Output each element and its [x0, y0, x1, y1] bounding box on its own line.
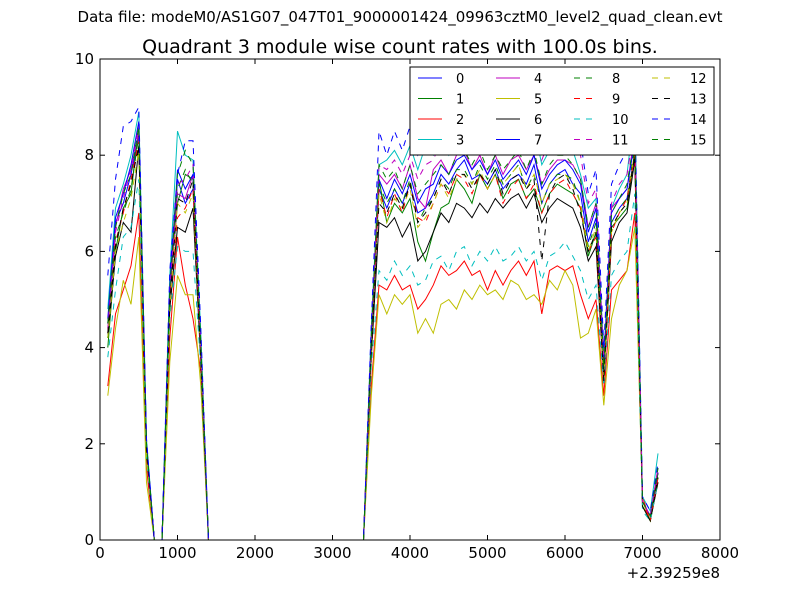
legend-label-0: 0 — [456, 72, 464, 87]
x-tick-label: 4000 — [391, 544, 429, 562]
legend-box — [409, 66, 715, 156]
x-tick-label: 7000 — [623, 544, 661, 562]
series-line-13 — [107, 145, 659, 541]
x-tick-label: 6000 — [546, 544, 584, 562]
y-tick-label: 6 — [84, 242, 94, 260]
axis-layer: 0 1000 2000 3000 4000 5000 6000 7000 80000246810… — [75, 50, 739, 582]
series-line-5 — [107, 227, 659, 541]
series-line-2 — [107, 212, 659, 541]
x-tick-label: 1000 — [158, 544, 196, 562]
legend-label-6: 6 — [534, 113, 542, 128]
figure-suptitle: Data file: modeM0/AS1G07_047T01_90000014… — [77, 8, 723, 26]
x-tick-label: 5000 — [468, 544, 506, 562]
y-tick-label: 10 — [75, 50, 94, 68]
legend-label-3: 3 — [456, 134, 464, 149]
series-line-14 — [107, 101, 659, 541]
y-tick-label: 8 — [84, 146, 94, 164]
legend-label-10: 10 — [612, 113, 629, 128]
legend-label-8: 8 — [612, 72, 620, 87]
series-line-15 — [107, 126, 659, 541]
x-tick-label: 3000 — [313, 544, 351, 562]
chart-title: Quadrant 3 module wise count rates with … — [142, 36, 658, 58]
legend-label-5: 5 — [534, 93, 542, 108]
series-line-4 — [107, 131, 659, 541]
x-tick-label: 8000 — [701, 544, 739, 562]
series-layer — [107, 101, 659, 541]
legend-label-13: 13 — [690, 93, 707, 108]
legend-label-4: 4 — [534, 72, 542, 87]
x-tick-label: 2000 — [236, 544, 274, 562]
legend-label-15: 15 — [690, 134, 707, 149]
x-tick-label: 0 — [95, 544, 105, 562]
legend-label-14: 14 — [690, 113, 707, 128]
legend-label-2: 2 — [456, 113, 464, 128]
legend-label-11: 11 — [612, 134, 629, 149]
series-line-8 — [107, 135, 659, 541]
legend-label-7: 7 — [534, 134, 542, 149]
legend-label-1: 1 — [456, 93, 464, 108]
legend-label-12: 12 — [690, 72, 707, 87]
y-tick-label: 4 — [84, 339, 94, 357]
series-line-6 — [107, 145, 659, 541]
series-line-12 — [107, 150, 659, 541]
series-line-10 — [107, 179, 659, 541]
y-tick-label: 2 — [84, 435, 94, 453]
x-offset-label: +2.39259e8 — [627, 564, 720, 582]
legend-label-9: 9 — [612, 93, 620, 108]
series-line-11 — [107, 119, 659, 541]
y-tick-label: 0 — [84, 531, 94, 549]
